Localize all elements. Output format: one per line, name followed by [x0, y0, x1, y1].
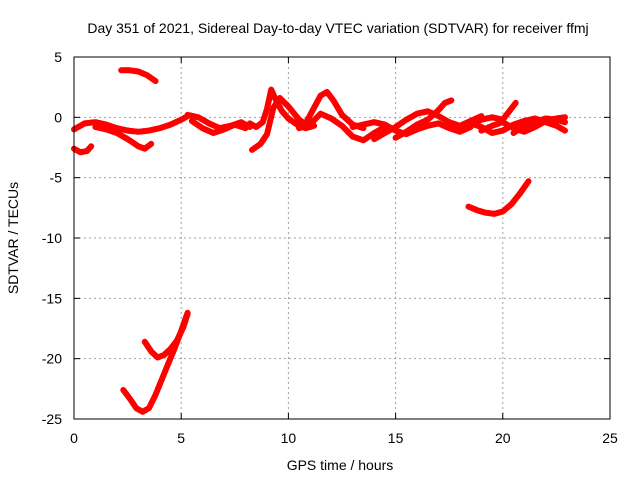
series-arc-9-texture [304, 89, 365, 128]
series-arc-18-texture [467, 178, 530, 213]
chart-title: Day 351 of 2021, Sidereal Day-to-day VTE… [87, 20, 588, 36]
series-arc-13-texture [394, 97, 453, 137]
x-axis-label: GPS time / hours [287, 457, 394, 473]
series-arc-6-texture [190, 118, 247, 132]
series-arc-3 [71, 113, 191, 135]
series-arc-5-texture [186, 111, 251, 128]
series-arc-6 [188, 118, 249, 136]
y-axis-label: SDTVAR / TECUs [5, 182, 21, 294]
series-arc-4 [92, 124, 155, 152]
series-arc-19 [120, 309, 191, 415]
x-tick-label: 5 [177, 430, 185, 446]
series-arc-3-texture [73, 113, 189, 131]
data-series [71, 67, 568, 415]
series-arc-17-texture [512, 115, 566, 132]
series-arc-17 [510, 115, 568, 136]
series-arc-10 [296, 110, 388, 144]
series-arc-8 [249, 95, 313, 153]
y-tick-label: 0 [54, 109, 62, 125]
y-tick-label: 5 [54, 49, 62, 65]
series-arc-1-texture [73, 143, 93, 152]
y-tick-label: -15 [42, 290, 62, 306]
x-tick-label: 15 [388, 430, 404, 446]
series-arc-13 [392, 97, 455, 141]
axis-ticks: 0 5 10 15 20 25 5 0 -5 -10 -15 -20 -25 [42, 49, 618, 446]
series-arc-4-texture [94, 124, 153, 148]
series-arc-20-texture [143, 311, 189, 357]
x-tick-label: 0 [70, 430, 78, 446]
x-tick-label: 25 [602, 430, 618, 446]
series-arc-15 [456, 115, 568, 136]
plot-frame [73, 56, 611, 420]
x-tick-label: 10 [281, 430, 297, 446]
y-tick-label: -20 [42, 351, 62, 367]
series-arc-18 [465, 178, 532, 217]
series-arc-10-texture [298, 110, 386, 140]
series-arc-1 [71, 143, 95, 156]
y-tick-label: -5 [50, 170, 63, 186]
series-arc-2 [118, 67, 159, 85]
series-arc-2-texture [120, 67, 157, 81]
series-arc-8-texture [251, 95, 311, 149]
series-arc-12-texture [373, 108, 483, 139]
y-tick-label: -10 [42, 230, 62, 246]
y-tick-label: -25 [42, 411, 62, 427]
x-tick-label: 20 [495, 430, 511, 446]
